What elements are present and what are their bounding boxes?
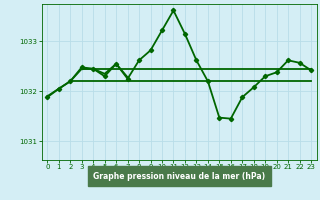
- X-axis label: Graphe pression niveau de la mer (hPa): Graphe pression niveau de la mer (hPa): [93, 172, 265, 181]
